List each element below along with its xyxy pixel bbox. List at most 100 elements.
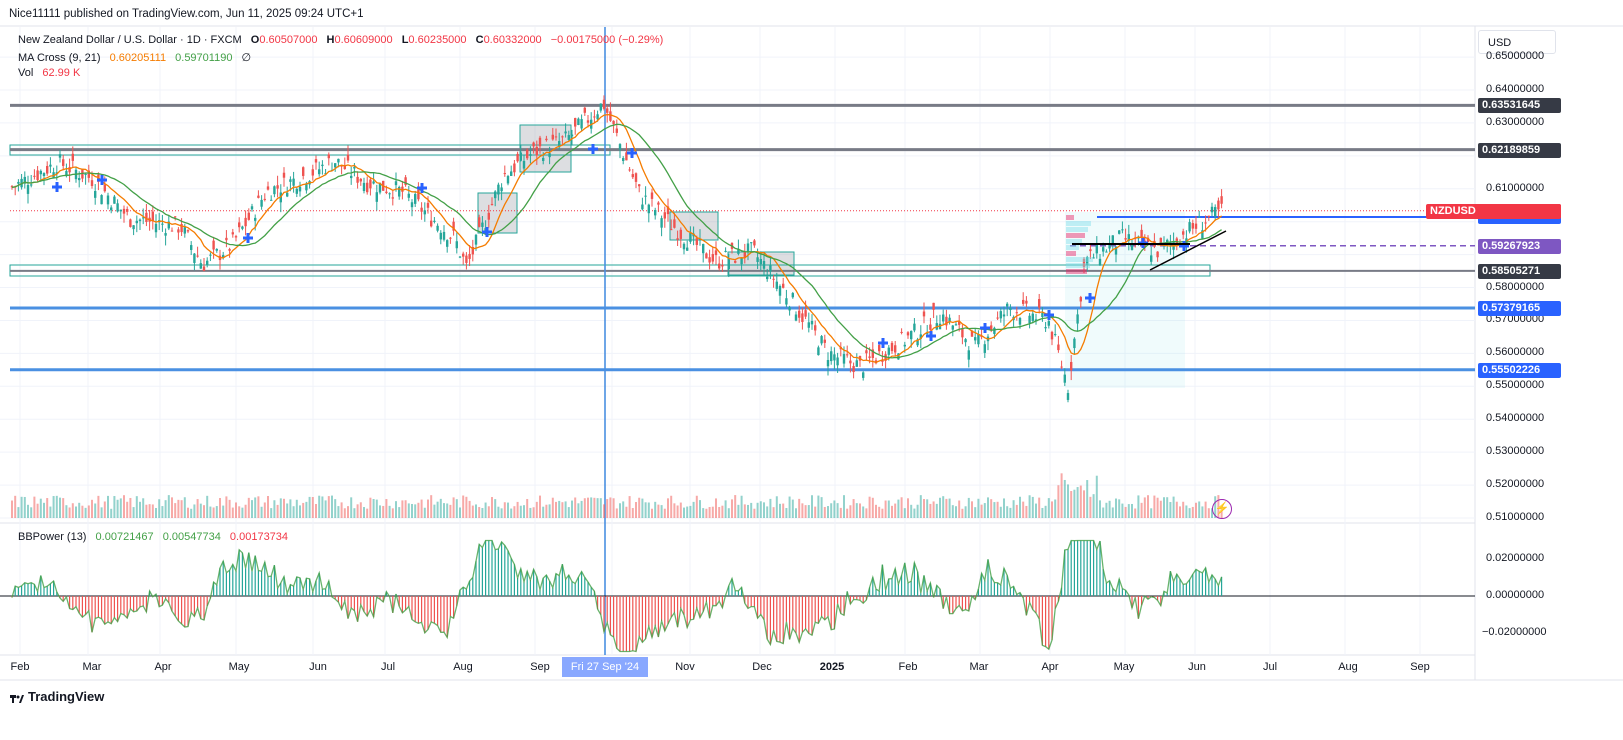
volume-bar xyxy=(494,499,497,518)
candle-body xyxy=(1025,300,1028,304)
volume-bar xyxy=(772,507,775,518)
volume-bar xyxy=(1137,495,1140,518)
candle-body xyxy=(586,120,590,123)
candle-body xyxy=(551,134,554,140)
candle-body xyxy=(564,131,567,134)
volume-bar xyxy=(1031,496,1034,518)
volume-bar xyxy=(695,495,698,518)
candle-body xyxy=(94,191,97,198)
volume-bar xyxy=(139,501,141,518)
candle-body xyxy=(625,152,628,161)
volume-bar xyxy=(81,505,84,518)
volume-bar xyxy=(187,507,189,518)
candle-body xyxy=(346,154,350,161)
candle-body xyxy=(734,260,737,263)
volume-bar xyxy=(1124,506,1127,518)
volume-bar xyxy=(833,500,836,518)
price-level-tag[interactable]: 0.58505271 xyxy=(1478,263,1561,279)
price-level-tag[interactable]: 0.59267923 xyxy=(1478,238,1561,254)
ma-cross-marker xyxy=(980,323,990,333)
ma-settings-icon[interactable]: ∅ xyxy=(241,52,252,64)
candle-body xyxy=(545,138,548,141)
candle-body xyxy=(1150,255,1153,262)
candle-body xyxy=(1002,314,1006,317)
candle-body xyxy=(154,223,158,233)
price-axis-label: 0.64000000 xyxy=(1486,83,1545,95)
volume-bar xyxy=(219,498,221,518)
lightning-icon[interactable]: ⚡ xyxy=(1212,499,1232,519)
volume-bar xyxy=(891,505,893,518)
bbp-legend[interactable]: BBPower (13) 0.00721467 0.00547734 0.001… xyxy=(18,531,294,543)
candle-body xyxy=(650,192,654,199)
volume-bar xyxy=(638,497,641,518)
candle-body xyxy=(753,240,756,246)
vol-value: 62.99 K xyxy=(42,67,81,79)
candle-body xyxy=(1188,222,1191,232)
candle-body xyxy=(500,187,503,192)
volume-bar xyxy=(999,506,1002,518)
volume-bar xyxy=(337,506,340,518)
volume-bar xyxy=(257,496,260,518)
volume-bar xyxy=(206,495,209,518)
candle-body xyxy=(65,170,68,177)
price-axis-label: 0.56000000 xyxy=(1486,346,1545,359)
symbol-title[interactable]: New Zealand Dollar / U.S. Dollar · 1D · … xyxy=(18,34,242,46)
candle-body xyxy=(353,166,356,169)
ma-title: MA Cross (9, 21) xyxy=(18,52,101,64)
volume-bar xyxy=(369,497,372,518)
price-level-tag[interactable]: 0.62189859 xyxy=(1478,142,1561,158)
candle-body xyxy=(1146,237,1150,243)
candle-body xyxy=(759,258,762,265)
volume-bar xyxy=(836,503,839,518)
candle-body xyxy=(212,240,215,250)
volume-bar xyxy=(1198,501,1201,518)
ma-cross-marker xyxy=(926,331,936,341)
volume-bar xyxy=(1012,500,1015,518)
open-value: 0.60507000 xyxy=(259,34,318,46)
volume-bar xyxy=(91,499,93,518)
currency-button[interactable]: USD xyxy=(1478,30,1556,54)
volume-bar xyxy=(711,506,714,518)
volume-bar xyxy=(247,497,250,518)
price-level-tag[interactable]: 0.57379165 xyxy=(1478,300,1561,316)
candle-body xyxy=(378,182,382,193)
candle-body xyxy=(1140,229,1143,238)
volume-bar xyxy=(71,503,74,518)
volume-bar xyxy=(1156,497,1159,518)
candle-body xyxy=(186,230,190,232)
vol-legend[interactable]: Vol 62.99 K xyxy=(18,67,86,79)
volume-bar xyxy=(481,507,484,518)
candle-body xyxy=(42,173,46,177)
candle-body xyxy=(122,208,126,214)
volume-bar xyxy=(356,504,359,518)
candle-body xyxy=(868,356,871,358)
ma-legend[interactable]: MA Cross (9, 21) 0.60205111 0.59701190 ∅ xyxy=(18,51,257,64)
candle-body xyxy=(791,293,794,298)
price-level-tag[interactable]: 0.55502226 xyxy=(1478,362,1561,378)
candle-body xyxy=(727,259,730,270)
price-axis-label: 0.51000000 xyxy=(1486,511,1545,523)
volume-bar xyxy=(215,506,218,518)
candle-body xyxy=(910,330,913,340)
ma-cross-marker xyxy=(482,227,492,237)
candle-body xyxy=(929,324,932,330)
candle-body xyxy=(106,195,110,205)
candle-body xyxy=(785,298,788,305)
price-level-tag[interactable]: 0.63531645 xyxy=(1478,98,1561,114)
time-axis-label: Apr xyxy=(154,661,172,673)
volume-bar xyxy=(1201,506,1204,518)
candle-body xyxy=(558,141,561,148)
candle-body xyxy=(487,212,490,220)
volume-bar xyxy=(1147,495,1149,518)
candle-body xyxy=(628,169,631,171)
candle-body xyxy=(174,216,177,218)
tradingview-footer[interactable]: TradingView xyxy=(10,689,104,704)
candle-body xyxy=(462,253,465,257)
volume-bar xyxy=(561,502,564,518)
volume-bar xyxy=(673,503,676,518)
candle-body xyxy=(657,202,660,205)
volume-bar xyxy=(350,497,353,518)
candle-body xyxy=(990,325,993,330)
time-axis-label: Sep xyxy=(530,661,550,673)
